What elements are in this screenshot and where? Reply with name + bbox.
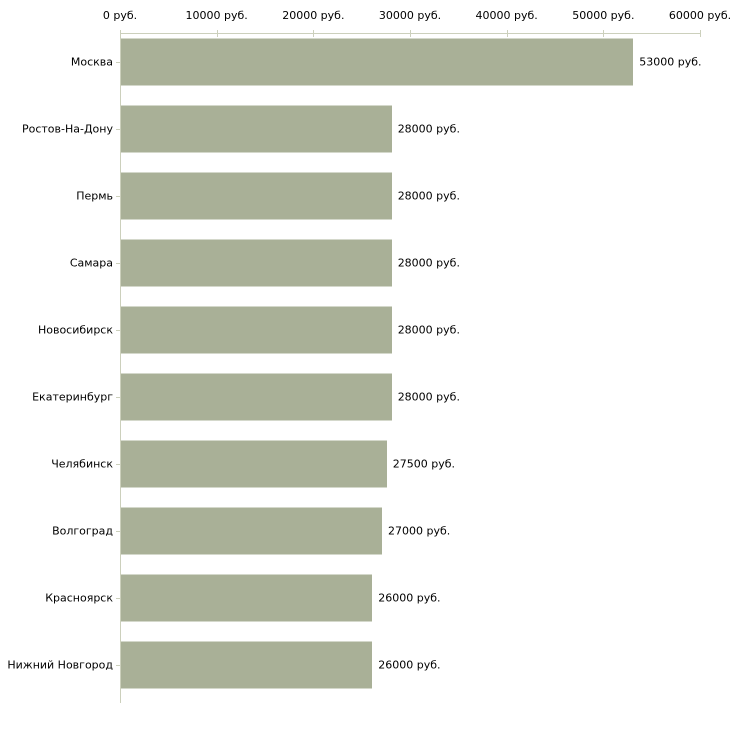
x-axis-tick-mark — [216, 30, 218, 37]
bar-value-label: 28000 руб. — [397, 189, 460, 202]
y-axis-tick-mark — [116, 463, 120, 465]
bar-value-label: 28000 руб. — [397, 323, 460, 336]
bar-value-label: 26000 руб. — [378, 591, 441, 604]
category-label: Нижний Новгород — [7, 658, 113, 671]
bar — [121, 105, 392, 152]
x-axis-tick-label: 40000 руб. — [475, 9, 538, 22]
y-axis-line — [120, 33, 121, 703]
y-axis-tick-mark — [116, 195, 120, 197]
bar-value-label: 28000 руб. — [397, 122, 460, 135]
x-axis-tick-label: 10000 руб. — [185, 9, 248, 22]
x-axis-tick-mark — [700, 30, 701, 37]
x-axis-tick-mark — [410, 30, 411, 37]
x-axis-tick-label: 0 руб. — [102, 9, 138, 22]
bar-row: Пермь 28000 руб. — [0, 162, 730, 229]
category-label: Челябинск — [51, 457, 113, 470]
bar-row: Новосибирск 28000 руб. — [0, 296, 730, 363]
x-axis-tick-label: 60000 руб. — [668, 9, 730, 22]
bar — [121, 574, 373, 621]
bar-row: Челябинск 27500 руб. — [0, 430, 730, 497]
bar — [121, 373, 392, 420]
y-axis-tick-mark — [116, 262, 120, 264]
category-label: Волгоград — [52, 524, 113, 537]
bar-value-label: 28000 руб. — [397, 390, 460, 403]
x-axis-tick-mark — [603, 30, 605, 37]
bar-value-label: 27500 руб. — [392, 457, 456, 470]
bar-value-label: 27000 руб. — [388, 524, 451, 537]
category-label: Самара — [69, 256, 113, 269]
bar-row: Волгоград 27000 руб. — [0, 497, 730, 564]
category-label: Екатеринбург — [32, 390, 113, 403]
bar — [121, 172, 392, 219]
bar — [121, 38, 634, 85]
bar — [121, 641, 373, 688]
bar-row: Нижний Новгород 26000 руб. — [0, 631, 730, 698]
y-axis-tick-mark — [116, 664, 120, 666]
y-axis-tick-mark — [116, 329, 120, 331]
bar-row: Екатеринбург 28000 руб. — [0, 363, 730, 430]
y-axis-tick-mark — [116, 597, 120, 599]
category-label: Новосибирск — [37, 323, 113, 336]
category-label: Красноярск — [45, 591, 113, 604]
bar-value-label: 53000 руб. — [639, 55, 702, 68]
category-label: Ростов-На-Дону — [21, 122, 113, 135]
y-axis-tick-mark — [116, 61, 120, 63]
x-axis-tick-mark — [506, 30, 508, 37]
x-axis-tick-mark — [313, 30, 315, 37]
bar — [121, 239, 392, 286]
bar-value-label: 26000 руб. — [378, 658, 441, 671]
bar-row: Красноярск 26000 руб. — [0, 564, 730, 631]
y-axis-tick-mark — [116, 128, 120, 130]
bar-value-label: 28000 руб. — [397, 256, 460, 269]
x-axis-tick-label: 20000 руб. — [282, 9, 345, 22]
y-axis-tick-mark — [116, 396, 120, 398]
x-axis-tick-mark — [120, 30, 121, 37]
y-axis-tick-mark — [116, 530, 120, 532]
category-label: Москва — [70, 55, 113, 68]
bar-row: Самара 28000 руб. — [0, 229, 730, 296]
category-label: Пермь — [76, 189, 113, 202]
bar-row: Москва 53000 руб. — [0, 28, 730, 95]
bar — [121, 507, 382, 554]
bar — [121, 306, 392, 353]
bar-row: Ростов-На-Дону 28000 руб. — [0, 95, 730, 162]
x-axis-tick-label: 30000 руб. — [378, 9, 442, 22]
x-axis-tick-label: 50000 руб. — [572, 9, 635, 22]
bar — [121, 440, 387, 487]
